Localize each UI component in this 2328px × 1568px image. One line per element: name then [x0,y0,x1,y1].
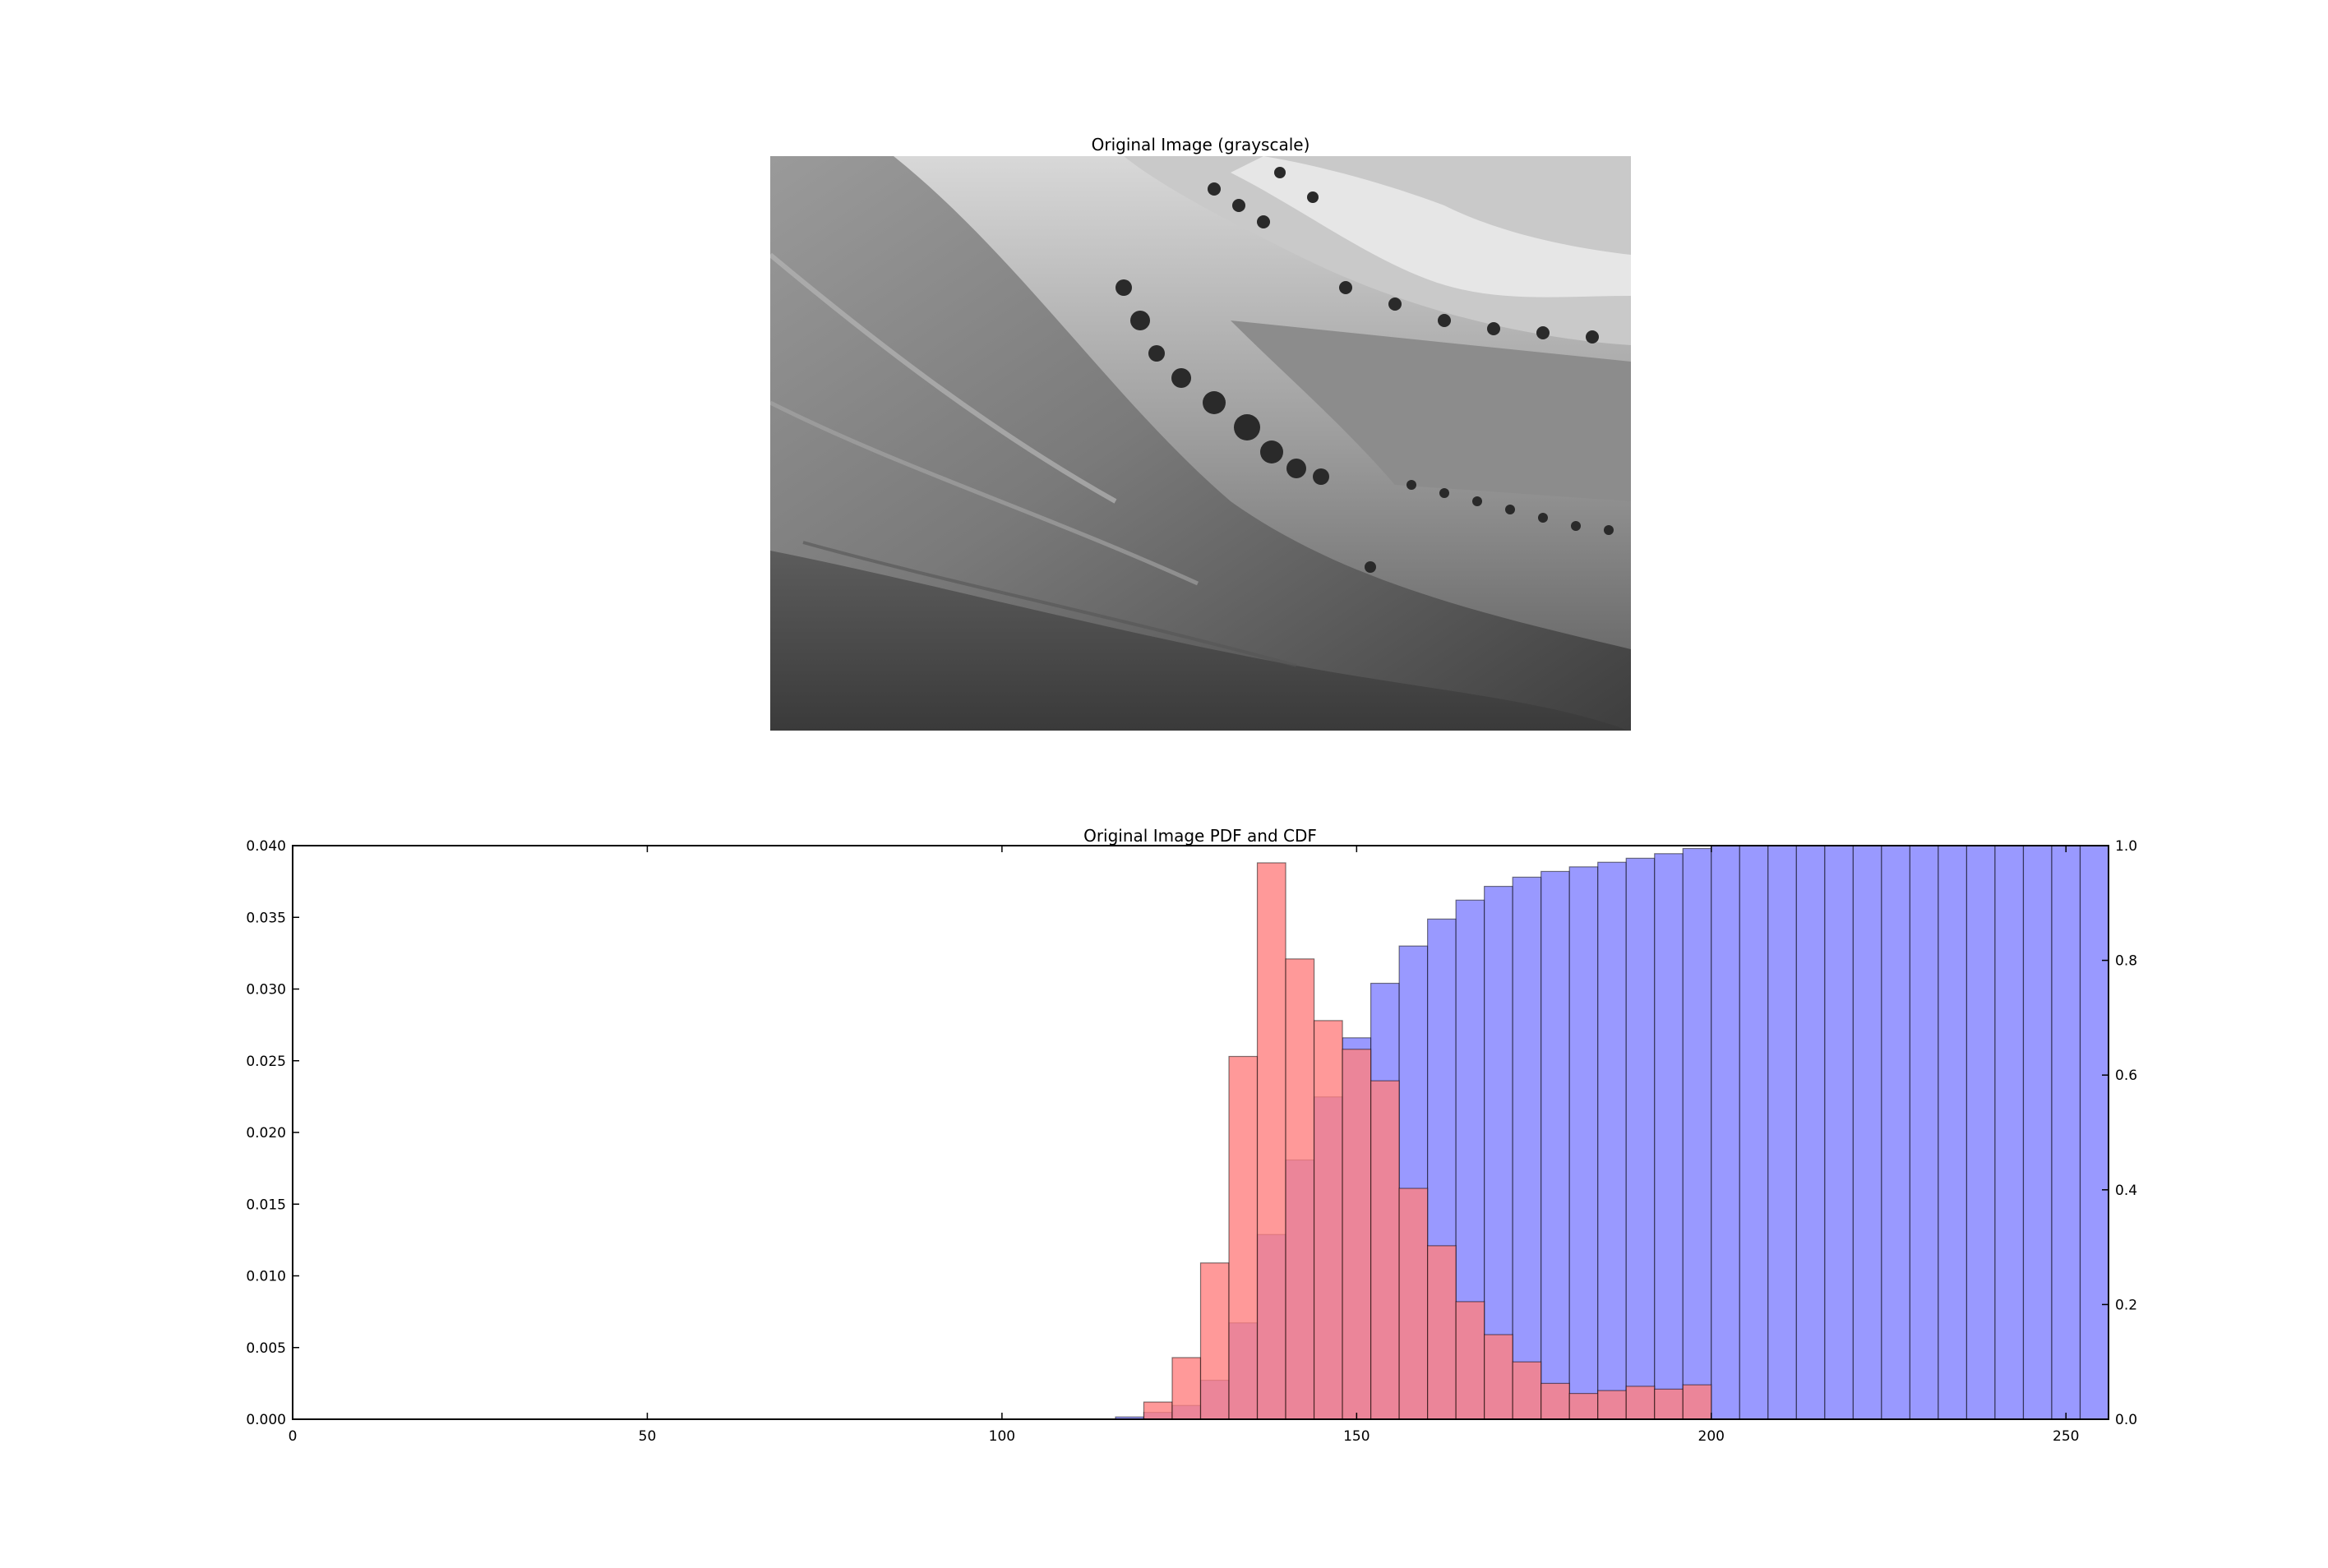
y-left-tick-label: 0.000 [246,1412,286,1428]
y-left-tick-label: 0.005 [246,1340,286,1357]
y-left-tick-label: 0.035 [246,910,286,926]
cdf-bar [1484,885,1513,1420]
cdf-bar [1767,845,1797,1420]
y-right-tick-label: 1.0 [2115,838,2137,855]
y-left-tick-label: 0.040 [246,838,286,855]
pdf-bar [1256,862,1286,1420]
left-y-axis: 0.000 0.005 0.010 0.015 0.020 0.025 0.030 0.035… [246,838,299,1428]
cdf-bar [1795,845,1826,1420]
cdf-bar [1540,870,1570,1420]
cdf-bar [1512,876,1542,1420]
y-left-tick-label: 0.010 [246,1269,286,1285]
cdf-bar [1965,845,1996,1420]
cdf-bar [1824,845,1854,1420]
pdf-bar [1171,1357,1202,1420]
pdf-bar [1427,1245,1457,1420]
pdf-bar [1597,1390,1627,1420]
x-tick-label: 0 [289,1428,298,1445]
pdf-bar [1199,1262,1230,1420]
cdf-bar [1625,857,1656,1420]
cdf-bar [1654,853,1684,1420]
y-right-tick-label: 0.4 [2115,1183,2137,1199]
y-left-tick-label: 0.015 [246,1197,286,1213]
cdf-bar [2022,845,2053,1420]
x-tick-label: 50 [639,1428,657,1445]
cdf-bar [2079,845,2109,1420]
pdf-bar [1455,1301,1485,1420]
chart-title: Original Image PDF and CDF [1083,826,1317,846]
cdf-bar [1711,845,1740,1420]
cdf-bar [1739,845,1769,1420]
cdf-bars [1115,845,2109,1420]
cdf-bar [1682,847,1712,1420]
pdf-bar [1682,1384,1712,1420]
y-left-tick-label: 0.030 [246,982,286,998]
cdf-bar [1994,845,2025,1420]
y-right-tick-label: 0.6 [2115,1068,2137,1084]
y-right-tick-label: 0.2 [2115,1297,2137,1313]
cdf-bar [1852,845,1882,1420]
pdf-bar [1228,1055,1259,1420]
pdf-bar [1625,1386,1656,1420]
x-tick-label: 250 [2053,1428,2079,1445]
pdf-bar [1342,1049,1372,1420]
x-tick-label: 150 [1343,1428,1370,1445]
pdf-bar [1398,1188,1429,1420]
y-left-tick-label: 0.020 [246,1125,286,1141]
pdf-bar [1370,1080,1400,1420]
landscape-image [769,156,1631,731]
cdf-bar [1597,861,1627,1420]
y-left-tick-label: 0.025 [246,1054,286,1070]
pdf-bar [1285,958,1315,1420]
y-right-tick-label: 0.8 [2115,953,2137,970]
image-panel-title: Original Image (grayscale) [1091,135,1310,154]
cdf-bar [1938,845,1968,1420]
pdf-bar [1484,1334,1513,1420]
cdf-bar [2051,845,2081,1420]
y-right-tick-label: 0.0 [2115,1412,2137,1428]
x-tick-label: 200 [1698,1428,1725,1445]
pdf-bar [1512,1361,1542,1420]
pdf-bar [1540,1382,1570,1420]
grayscale-landscape-photo [769,156,1631,731]
pdf-bar [1654,1388,1684,1420]
pdf-bars [1143,862,1712,1420]
right-y-axis: 0.0 0.2 0.4 0.6 0.8 1.0 [2102,838,2137,1428]
pdf-bar [1568,1392,1599,1420]
cdf-bar [1909,845,1939,1420]
cdf-bar [1881,845,1910,1420]
pdf-bar [1313,1020,1343,1420]
x-tick-label: 100 [989,1428,1015,1445]
x-axis: 0 50 100 150 200 250 [289,846,2079,1445]
cdf-bar [1568,866,1599,1420]
pdf-bar [1143,1401,1173,1420]
